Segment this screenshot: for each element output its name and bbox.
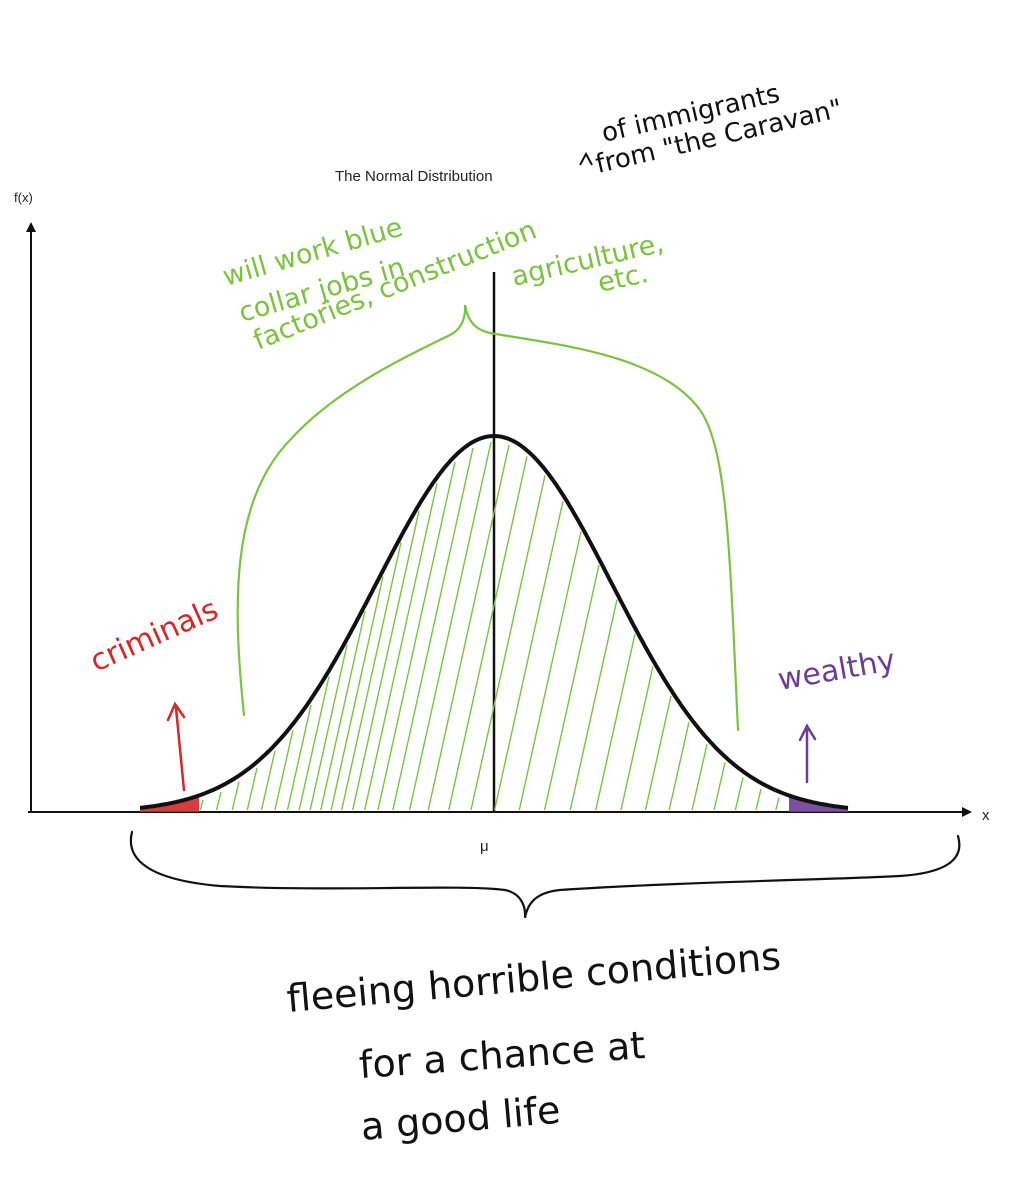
right-tail-arrow	[798, 723, 817, 784]
hatch-line	[620, 666, 654, 811]
title-annotation: of immigrants from "the Caravan"	[579, 79, 845, 180]
hatch-line	[260, 750, 276, 811]
hatch-line	[231, 781, 240, 811]
hatch-line	[734, 777, 744, 811]
hatch-line	[309, 644, 348, 811]
hatch-line	[246, 767, 258, 811]
hatch-line	[470, 475, 546, 811]
hatch-line	[595, 633, 636, 811]
hatch-line	[199, 799, 204, 811]
right-tail-label: wealthy	[775, 643, 898, 698]
left-tail-arrow	[166, 701, 186, 792]
x-axis-label: x	[982, 807, 990, 824]
hatch-line	[286, 704, 312, 811]
hatch-line	[493, 500, 564, 811]
hatch-line	[215, 791, 222, 811]
hatch-line	[668, 721, 690, 811]
normal-curve	[139, 434, 849, 810]
chart-title: The Normal Distribution	[335, 168, 493, 185]
bottom-note-line-1: fleeing horrible conditions	[285, 934, 783, 1021]
hatch-line	[330, 576, 384, 811]
bottom-note-line-2: for a chance at	[358, 1023, 647, 1087]
hatch-line	[320, 610, 366, 811]
hatch-line	[298, 676, 330, 811]
middle-curly-brace	[236, 304, 740, 732]
left-tail-annotation: criminals	[85, 592, 224, 792]
left-tail-label: criminals	[85, 592, 224, 679]
hatch-line	[691, 744, 708, 811]
hatch-line	[377, 461, 456, 811]
hatch-line	[408, 441, 492, 811]
bottom-annotation: fleeing horrible conditions for a chance…	[129, 830, 961, 1149]
y-axis-label: f(x)	[14, 190, 33, 205]
caret-mark	[579, 151, 593, 166]
x-tick-label-mu: μ	[480, 838, 489, 855]
hatch-line	[713, 762, 726, 811]
hatch-line	[427, 444, 510, 811]
hatch-line	[518, 531, 582, 811]
x-axis-arrowhead	[962, 807, 972, 817]
y-axis-arrowhead	[26, 222, 36, 232]
hatch-line	[364, 483, 438, 811]
hatch-line	[392, 447, 474, 811]
bottom-curly-brace	[129, 830, 961, 919]
hatch-line	[274, 729, 294, 811]
hatch-line	[543, 564, 600, 811]
hatch-line	[448, 456, 528, 811]
hatch-line	[775, 797, 780, 811]
hatch-line	[352, 510, 420, 811]
bottom-note-line-3: a good life	[359, 1088, 562, 1149]
hatch-line	[341, 542, 402, 811]
hatch-line	[569, 599, 618, 811]
right-tail-annotation: wealthy	[775, 643, 898, 784]
hatch-line	[644, 695, 672, 811]
hatch-line	[755, 788, 762, 811]
